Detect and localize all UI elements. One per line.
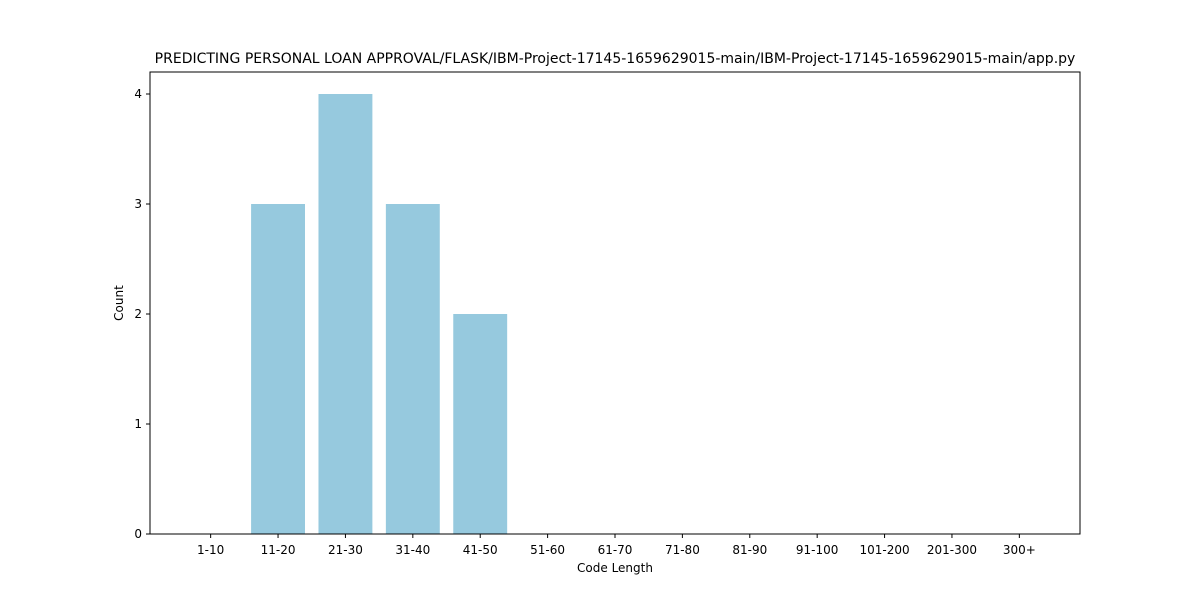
bar-31-40 (385, 204, 440, 534)
x-tick-label: 71-80 (665, 543, 700, 557)
bar-11-20 (251, 204, 305, 534)
chart-title: PREDICTING PERSONAL LOAN APPROVAL/FLASK/… (155, 51, 1076, 67)
x-tick-label: 11-20 (261, 543, 296, 557)
x-tick-label: 21-30 (328, 543, 363, 557)
x-tick-label: 41-50 (463, 543, 498, 557)
x-tick-label: 1-10 (197, 543, 224, 557)
x-tick-label: 101-200 (859, 543, 909, 557)
x-tick-label: 31-40 (395, 543, 430, 557)
x-tick-label: 300+ (1003, 543, 1036, 557)
x-tick-label: 61-70 (598, 543, 633, 557)
x-tick-label: 91-100 (796, 543, 839, 557)
x-axis-ticks: 1-10 11-20 21-30 31-40 41-50 51-60 61-70 71-80 8… (197, 534, 1036, 557)
y-tick-label: 1 (134, 417, 142, 431)
x-tick-label: 201-300 (927, 543, 977, 557)
bar-41-50 (453, 314, 508, 534)
y-tick-label: 2 (134, 307, 142, 321)
x-tick-label: 51-60 (530, 543, 565, 557)
y-tick-label: 3 (134, 197, 142, 211)
bar-21-30 (318, 94, 373, 534)
y-tick-label: 0 (134, 527, 142, 541)
y-axis-ticks: 0 1 2 3 4 (134, 87, 150, 541)
y-axis-label: Count (112, 285, 126, 321)
x-axis-label: Code Length (577, 561, 653, 575)
bars-group (251, 94, 508, 534)
y-tick-label: 4 (134, 87, 142, 101)
x-tick-label: 81-90 (732, 543, 767, 557)
